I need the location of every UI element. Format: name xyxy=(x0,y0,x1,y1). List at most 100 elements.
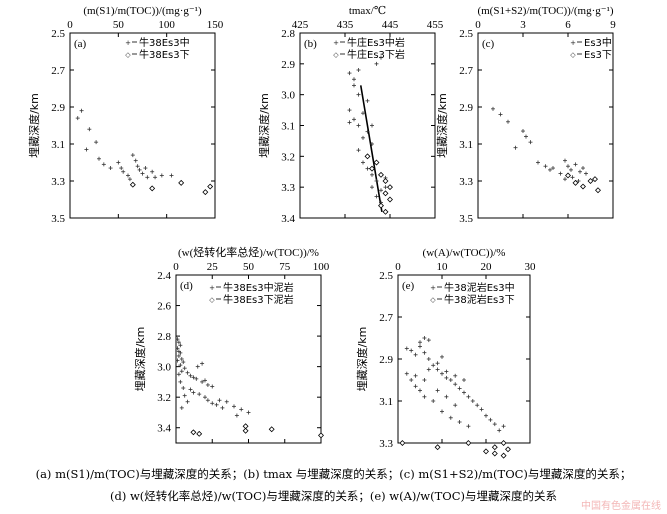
data-point-plus xyxy=(566,164,570,169)
y-tick-label: 2.5 xyxy=(379,270,393,282)
x-tick-label: 20 xyxy=(481,261,493,273)
data-point-plus xyxy=(379,55,383,60)
data-point-plus xyxy=(444,375,449,380)
data-point-plus xyxy=(413,384,418,389)
legend-marker: ◇ xyxy=(333,51,339,59)
data-point-plus xyxy=(422,350,427,355)
y-tick-label: 2.5 xyxy=(459,28,473,40)
y-tick-label: 2.4 xyxy=(157,270,171,282)
data-point-plus xyxy=(370,172,374,177)
data-point-plus xyxy=(457,420,462,424)
y-tick-label: 3.4 xyxy=(157,423,171,435)
data-point-plus xyxy=(426,357,431,361)
data-point-plus xyxy=(543,164,548,169)
legend-marker: ◇ xyxy=(430,296,436,304)
data-point-plus xyxy=(570,175,575,180)
data-point-plus xyxy=(491,106,495,111)
figure-caption-line-2: (d) w(烃转化率总烃)/w(TOC)与埋藏深度的关系；(e) w(A)/w(… xyxy=(109,489,558,503)
data-point-plus xyxy=(203,395,207,400)
data-point-plus xyxy=(178,343,183,348)
data-point-plus xyxy=(347,71,352,76)
x-tick-label: 0 xyxy=(67,19,73,31)
data-point-diamond xyxy=(364,153,371,160)
y-tick-label: 2.8 xyxy=(157,331,171,343)
data-point-plus xyxy=(116,160,121,165)
data-point-plus xyxy=(440,409,444,414)
data-point-plus xyxy=(370,123,374,128)
data-point-plus xyxy=(418,344,422,349)
data-point-plus xyxy=(185,370,190,375)
y-tick-label: 2.9 xyxy=(459,102,473,114)
x-tick-label: 50 xyxy=(113,19,125,31)
data-point-diamond xyxy=(587,178,594,184)
x-tick-label: 75 xyxy=(279,261,291,273)
data-point-plus xyxy=(431,399,436,403)
x-tick-label: 50 xyxy=(243,261,255,273)
x-tick-label: 30 xyxy=(525,261,537,273)
legend-marker: + xyxy=(570,39,576,47)
data-point-plus xyxy=(356,68,361,72)
x-tick-label: 100 xyxy=(313,261,330,273)
y-tick-label: 3.0 xyxy=(157,362,171,374)
data-point-diamond xyxy=(196,430,203,437)
data-point-plus xyxy=(175,346,180,351)
data-point-plus xyxy=(239,407,244,412)
data-point-plus xyxy=(178,379,183,384)
data-point-plus xyxy=(498,112,503,117)
data-point-plus xyxy=(379,188,383,193)
data-point-plus xyxy=(513,145,518,150)
data-point-plus xyxy=(176,340,181,345)
legend-marker: ◇ xyxy=(125,51,131,59)
data-point-plus xyxy=(435,388,440,393)
data-point-plus xyxy=(181,360,186,365)
data-point-diamond xyxy=(190,429,197,436)
y-tick-label: 2.9 xyxy=(281,59,295,71)
data-point-plus xyxy=(178,363,183,368)
data-point-plus xyxy=(108,166,113,171)
data-point-plus xyxy=(466,394,471,399)
data-point-plus xyxy=(191,375,196,380)
data-point-plus xyxy=(426,367,431,372)
data-point-plus xyxy=(347,108,352,113)
y-tick-label: 2.7 xyxy=(379,312,393,324)
y-tick-label: 3.5 xyxy=(459,213,473,225)
data-point-plus xyxy=(133,158,138,163)
legend-marker: + xyxy=(125,39,131,47)
data-point-plus xyxy=(466,424,471,429)
data-point-diamond xyxy=(207,183,214,190)
data-point-plus xyxy=(224,399,229,404)
panel-label: (c) xyxy=(482,38,495,50)
panel-label: (e) xyxy=(402,280,415,292)
y-tick-label: 2.6 xyxy=(157,301,171,313)
data-point-plus xyxy=(370,142,374,146)
data-point-diamond xyxy=(580,183,586,190)
data-point-plus xyxy=(182,393,187,398)
data-point-plus xyxy=(188,373,193,378)
data-point-diamond xyxy=(483,448,489,455)
data-point-diamond xyxy=(565,172,571,179)
data-point-diamond xyxy=(369,165,375,172)
legend-entry: 牛庄Es3中岩 xyxy=(347,36,405,49)
y-tick-label: 3.1 xyxy=(459,139,473,151)
legend-marker: + xyxy=(333,39,339,47)
data-point-plus xyxy=(214,402,219,407)
data-point-plus xyxy=(524,134,528,139)
data-point-plus xyxy=(97,156,101,161)
data-point-plus xyxy=(435,367,440,372)
data-point-plus xyxy=(356,92,361,97)
data-point-plus xyxy=(457,386,462,391)
data-point-diamond xyxy=(434,444,441,451)
data-point-plus xyxy=(409,348,414,353)
data-point-plus xyxy=(185,399,190,404)
data-point-plus xyxy=(179,405,184,410)
data-point-plus xyxy=(101,162,106,167)
y-axis-label: 埋藏深度/km xyxy=(133,327,147,392)
data-point-plus xyxy=(182,366,187,371)
data-point-plus xyxy=(413,373,418,378)
data-point-plus xyxy=(558,171,563,176)
data-point-plus xyxy=(578,169,582,174)
data-point-plus xyxy=(484,413,488,418)
panel-label: (a) xyxy=(74,38,87,50)
data-point-plus xyxy=(87,127,92,132)
